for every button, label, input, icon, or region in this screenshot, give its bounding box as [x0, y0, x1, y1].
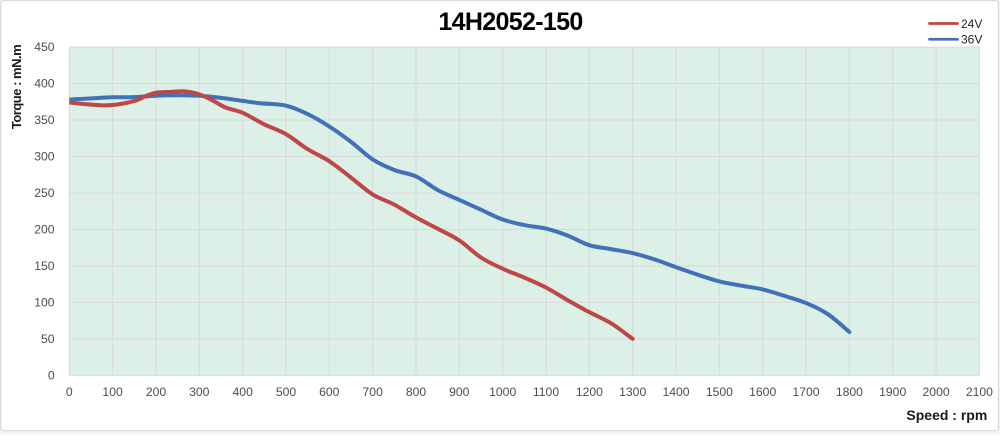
- svg-text:250: 250: [34, 186, 55, 200]
- svg-text:50: 50: [41, 332, 55, 346]
- svg-text:800: 800: [406, 385, 427, 399]
- svg-text:400: 400: [233, 385, 254, 399]
- svg-text:400: 400: [34, 76, 55, 90]
- svg-text:600: 600: [319, 385, 340, 399]
- svg-text:24V: 24V: [961, 17, 982, 31]
- svg-text:200: 200: [34, 222, 55, 236]
- svg-text:200: 200: [146, 385, 167, 399]
- svg-text:0: 0: [48, 368, 55, 382]
- svg-text:450: 450: [34, 40, 55, 54]
- svg-text:1000: 1000: [489, 385, 516, 399]
- svg-text:1800: 1800: [836, 385, 863, 399]
- svg-text:300: 300: [34, 149, 55, 163]
- svg-text:Speed : rpm: Speed : rpm: [906, 407, 987, 423]
- svg-text:2100: 2100: [966, 385, 993, 399]
- svg-text:1600: 1600: [749, 385, 776, 399]
- svg-text:Torque : mN.m: Torque : mN.m: [9, 45, 24, 129]
- svg-text:500: 500: [276, 385, 297, 399]
- svg-text:1700: 1700: [792, 385, 819, 399]
- svg-text:350: 350: [34, 113, 55, 127]
- svg-text:1300: 1300: [619, 385, 646, 399]
- svg-text:1100: 1100: [533, 385, 559, 399]
- svg-text:900: 900: [449, 385, 470, 399]
- svg-text:1500: 1500: [706, 385, 733, 399]
- svg-text:1200: 1200: [576, 385, 603, 399]
- svg-text:150: 150: [34, 259, 55, 273]
- svg-text:700: 700: [363, 385, 384, 399]
- svg-text:2000: 2000: [923, 385, 950, 399]
- svg-text:1900: 1900: [879, 385, 906, 399]
- svg-text:100: 100: [102, 385, 123, 399]
- svg-text:0: 0: [66, 385, 73, 399]
- svg-text:1400: 1400: [662, 385, 689, 399]
- svg-text:14H2052-150: 14H2052-150: [438, 8, 582, 36]
- svg-text:36V: 36V: [961, 33, 982, 47]
- svg-text:100: 100: [34, 295, 55, 309]
- svg-text:300: 300: [189, 385, 210, 399]
